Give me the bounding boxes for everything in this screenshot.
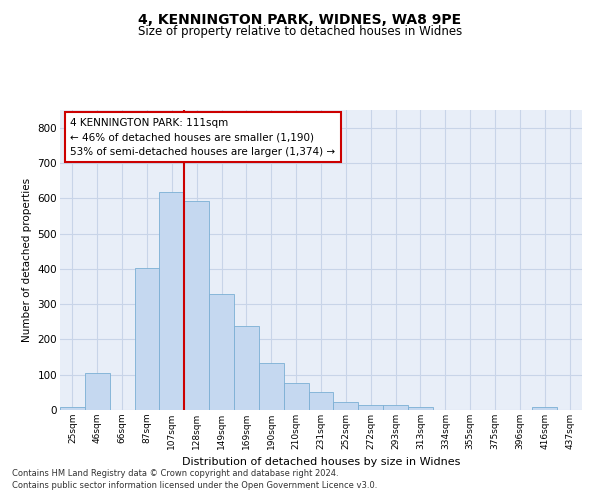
- Bar: [308, 392, 334, 410]
- Bar: [234, 326, 259, 410]
- Bar: [184, 201, 209, 410]
- Text: Contains public sector information licensed under the Open Government Licence v3: Contains public sector information licen…: [12, 481, 377, 490]
- Bar: [209, 294, 234, 410]
- Y-axis label: Number of detached properties: Number of detached properties: [22, 178, 32, 342]
- Text: Size of property relative to detached houses in Widnes: Size of property relative to detached ho…: [138, 25, 462, 38]
- Bar: [85, 373, 110, 410]
- Bar: [383, 404, 408, 410]
- Bar: [358, 404, 383, 410]
- Bar: [259, 363, 284, 410]
- Bar: [60, 407, 85, 410]
- Bar: [160, 192, 184, 410]
- Bar: [532, 407, 557, 410]
- Bar: [134, 268, 160, 410]
- Bar: [408, 407, 433, 410]
- Text: 4 KENNINGTON PARK: 111sqm
← 46% of detached houses are smaller (1,190)
53% of se: 4 KENNINGTON PARK: 111sqm ← 46% of detac…: [70, 118, 335, 157]
- Bar: [334, 402, 358, 410]
- Bar: [284, 383, 308, 410]
- X-axis label: Distribution of detached houses by size in Widnes: Distribution of detached houses by size …: [182, 458, 460, 468]
- Text: Contains HM Land Registry data © Crown copyright and database right 2024.: Contains HM Land Registry data © Crown c…: [12, 468, 338, 477]
- Text: 4, KENNINGTON PARK, WIDNES, WA8 9PE: 4, KENNINGTON PARK, WIDNES, WA8 9PE: [139, 12, 461, 26]
